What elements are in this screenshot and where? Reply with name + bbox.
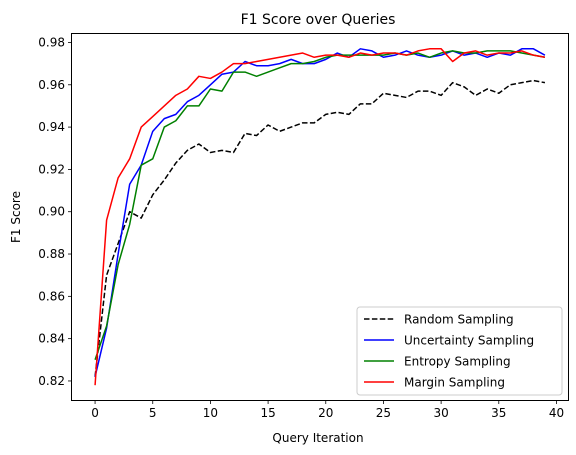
series-line-random-sampling <box>94 79 546 377</box>
legend-label: Entropy Sampling <box>404 355 511 369</box>
y-tick-label: 0.82 <box>38 374 65 388</box>
y-axis-label: F1 Score <box>9 191 23 243</box>
x-tick-label: 25 <box>376 406 391 420</box>
x-axis-label: Query Iteration <box>272 431 363 445</box>
plot-area <box>94 48 546 386</box>
legend-label: Random Sampling <box>404 313 514 327</box>
x-tick-label: 30 <box>433 406 448 420</box>
series-line-uncertainty-sampling <box>94 48 546 377</box>
y-axis: 0.82 0.84 0.86 0.88 0.90 0.92 0.94 0.96 0.98 <box>38 35 72 388</box>
chart-title: F1 Score over Queries <box>241 12 396 28</box>
x-tick-label: 35 <box>491 406 506 420</box>
x-tick-label: 20 <box>318 406 333 420</box>
plot-frame <box>71 33 569 401</box>
y-tick-label: 0.96 <box>38 78 65 92</box>
series-line-margin-sampling <box>94 48 546 386</box>
legend-box <box>356 306 563 396</box>
legend-label: Uncertainty Sampling <box>404 334 534 348</box>
y-tick-label: 0.84 <box>38 332 65 346</box>
x-tick-label: 5 <box>149 406 157 420</box>
y-tick-label: 0.92 <box>38 162 65 176</box>
x-tick-label: 10 <box>203 406 218 420</box>
legend: Random Sampling Uncertainty Sampling Entro… <box>356 306 563 396</box>
y-tick-label: 0.86 <box>38 289 65 303</box>
legend-label: Margin Sampling <box>404 376 505 390</box>
x-tick-label: 0 <box>91 406 99 420</box>
y-tick-label: 0.98 <box>38 35 65 49</box>
y-tick-label: 0.94 <box>38 120 65 134</box>
y-tick-label: 0.90 <box>38 205 65 219</box>
series-line-entropy-sampling <box>94 50 546 361</box>
x-tick-label: 15 <box>260 406 275 420</box>
y-tick-label: 0.88 <box>38 247 65 261</box>
x-tick-label: 40 <box>549 406 564 420</box>
x-axis: 0 5 10 15 20 25 30 35 40 <box>91 400 564 420</box>
